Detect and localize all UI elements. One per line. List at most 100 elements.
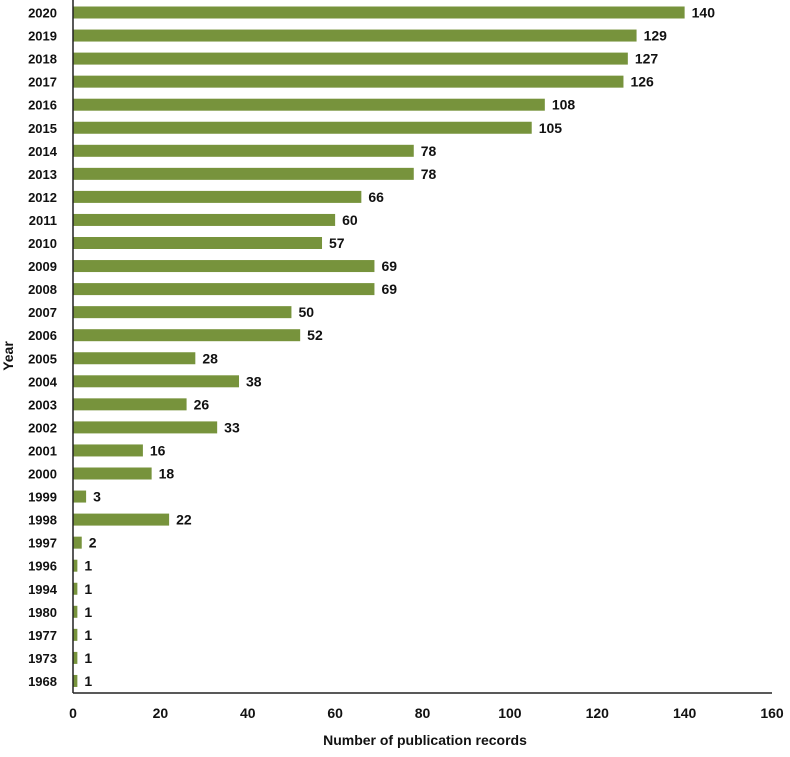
bar-2012 <box>73 190 362 203</box>
bar-1994 <box>73 582 78 595</box>
data-label-2009: 69 <box>381 258 397 274</box>
category-label-2005: 2005 <box>28 351 57 366</box>
bar-2017 <box>73 75 624 88</box>
category-label-1999: 1999 <box>28 490 57 505</box>
data-label-2018: 127 <box>635 51 659 67</box>
x-tick-label-0: 0 <box>69 705 77 721</box>
bar-2016 <box>73 98 545 111</box>
bar-2007 <box>73 306 292 319</box>
data-label-1999: 3 <box>93 489 101 505</box>
data-label-1994: 1 <box>84 581 92 597</box>
bar-2001 <box>73 444 143 457</box>
x-tick-label-20: 20 <box>153 705 169 721</box>
category-label-2008: 2008 <box>28 282 57 297</box>
bar-2018 <box>73 52 628 65</box>
bar-1977 <box>73 628 78 641</box>
data-label-1968: 1 <box>84 673 92 689</box>
bar-2005 <box>73 352 196 365</box>
category-label-2013: 2013 <box>28 167 57 182</box>
category-label-2004: 2004 <box>28 374 58 389</box>
data-label-1980: 1 <box>84 604 92 620</box>
bar-2006 <box>73 329 301 342</box>
data-label-2017: 126 <box>630 74 654 90</box>
category-labels-group: 2020 2019 2018 2017 2016 2015 2014 2013 2012 2011… <box>28 6 58 689</box>
bar-2003 <box>73 398 187 411</box>
category-label-1977: 1977 <box>28 628 57 643</box>
bar-2020 <box>73 6 685 19</box>
category-label-1997: 1997 <box>28 536 57 551</box>
bar-2008 <box>73 283 375 296</box>
data-label-2010: 57 <box>329 235 345 251</box>
category-label-2020: 2020 <box>28 6 57 21</box>
data-labels-group: 1401291271261081057878666057696950522838… <box>84 5 715 689</box>
bar-2019 <box>73 29 637 42</box>
data-label-2013: 78 <box>421 166 437 182</box>
category-label-2001: 2001 <box>28 443 57 458</box>
data-label-2015: 105 <box>539 120 563 136</box>
category-label-2000: 2000 <box>28 467 57 482</box>
y-axis-title: Year <box>0 341 16 371</box>
data-label-2007: 50 <box>298 304 314 320</box>
bar-1998 <box>73 513 170 526</box>
data-label-2001: 16 <box>150 442 166 458</box>
bar-1999 <box>73 490 87 503</box>
data-label-2011: 60 <box>342 212 358 228</box>
data-label-2003: 26 <box>194 396 210 412</box>
category-label-2007: 2007 <box>28 305 57 320</box>
data-label-2000: 18 <box>159 466 175 482</box>
bar-1980 <box>73 605 78 618</box>
category-label-2012: 2012 <box>28 190 57 205</box>
category-label-2003: 2003 <box>28 397 57 412</box>
bar-2013 <box>73 167 414 180</box>
data-label-1996: 1 <box>84 558 92 574</box>
axes-group <box>72 0 772 694</box>
category-label-2018: 2018 <box>28 52 57 67</box>
bar-2010 <box>73 237 323 249</box>
category-label-2006: 2006 <box>28 328 57 343</box>
x-tick-label-140: 140 <box>673 705 697 721</box>
data-label-2002: 33 <box>224 419 240 435</box>
bar-2015 <box>73 121 532 134</box>
category-label-2014: 2014 <box>28 144 58 159</box>
category-label-2016: 2016 <box>28 98 57 113</box>
x-tick-labels-group: 0 20 40 60 80 100 120 140 160 <box>69 705 784 721</box>
category-label-1996: 1996 <box>28 559 57 574</box>
x-tick-label-60: 60 <box>327 705 343 721</box>
category-label-2015: 2015 <box>28 121 57 136</box>
bar-1997 <box>73 536 82 549</box>
x-tick-label-40: 40 <box>240 705 256 721</box>
category-label-2019: 2019 <box>28 29 57 44</box>
data-label-2006: 52 <box>307 327 323 343</box>
category-label-1968: 1968 <box>28 674 57 689</box>
x-tick-label-160: 160 <box>760 705 784 721</box>
category-label-2017: 2017 <box>28 75 57 90</box>
bar-1996 <box>73 559 78 572</box>
bar-2004 <box>73 375 240 388</box>
data-label-2008: 69 <box>381 281 397 297</box>
bar-2002 <box>73 421 218 434</box>
bar-2014 <box>73 144 414 157</box>
data-label-2014: 78 <box>421 143 437 159</box>
bar-2000 <box>73 467 152 480</box>
category-label-1994: 1994 <box>28 582 58 597</box>
category-label-2009: 2009 <box>28 259 57 274</box>
bar-1973 <box>73 651 78 664</box>
x-tick-label-100: 100 <box>498 705 522 721</box>
bar-2011 <box>73 213 336 226</box>
data-label-2020: 140 <box>692 5 716 21</box>
category-label-1998: 1998 <box>28 513 57 528</box>
data-label-1998: 22 <box>176 512 192 528</box>
data-label-1973: 1 <box>84 650 92 666</box>
category-label-1980: 1980 <box>28 605 57 620</box>
bar-1968 <box>73 674 78 687</box>
data-label-2004: 38 <box>246 373 262 389</box>
data-label-2019: 129 <box>644 28 668 44</box>
data-label-2016: 108 <box>552 97 576 113</box>
category-label-2002: 2002 <box>28 420 57 435</box>
category-label-1973: 1973 <box>28 651 57 666</box>
data-label-1977: 1 <box>84 627 92 643</box>
bar-2009 <box>73 260 375 273</box>
x-axis-title: Number of publication records <box>323 732 527 748</box>
